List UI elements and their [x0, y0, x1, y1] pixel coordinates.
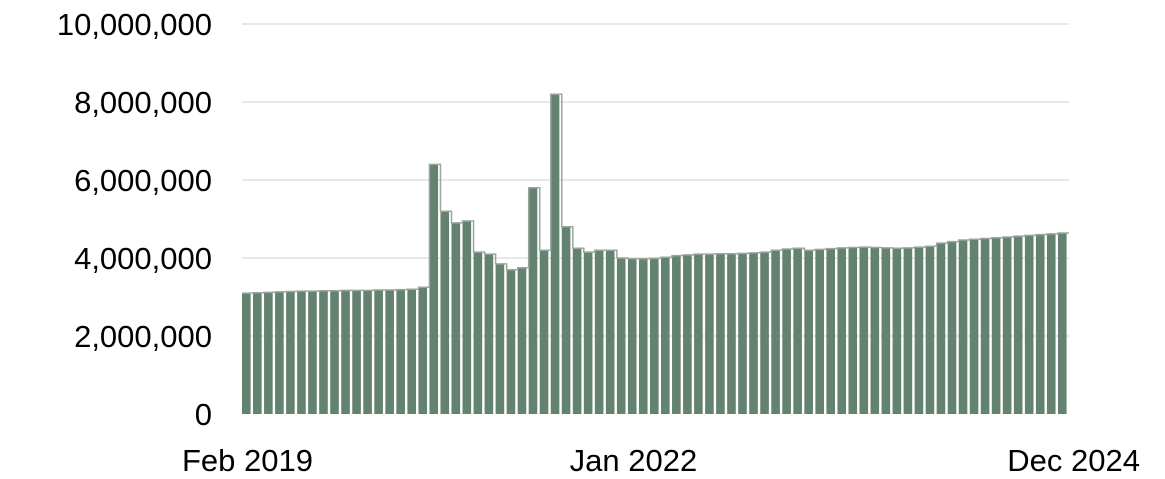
bar [517, 267, 527, 414]
y-axis-tick-labels: 0 2,000,000 4,000,000 6,000,000 8,000,000 10,… [57, 7, 212, 432]
bar [738, 253, 747, 414]
bar [859, 247, 869, 414]
bar [638, 258, 648, 414]
bar [539, 250, 549, 414]
bar [1057, 233, 1067, 414]
bar [396, 289, 405, 414]
bar [815, 249, 824, 414]
bar [242, 293, 251, 414]
bar [672, 255, 681, 414]
bar [286, 291, 295, 414]
bar [275, 291, 284, 414]
bar [1002, 236, 1012, 414]
y-tick-label: 8,000,000 [74, 85, 212, 120]
bar [826, 248, 836, 414]
bar [1024, 235, 1034, 414]
bar [1013, 236, 1023, 414]
y-tick-label: 6,000,000 [74, 163, 212, 198]
x-tick-label: Dec 2024 [1007, 443, 1140, 478]
bar [914, 247, 924, 414]
bar [572, 248, 582, 414]
bar [264, 292, 273, 414]
bar [848, 247, 858, 414]
bar [341, 290, 350, 414]
x-tick-label: Feb 2019 [182, 443, 313, 478]
bar [947, 241, 957, 414]
bar [892, 248, 902, 414]
bar [297, 291, 306, 414]
x-axis-tick-labels: Feb 2019 Jan 2022 Dec 2024 [182, 443, 1140, 478]
bar [1046, 233, 1056, 414]
bar [528, 187, 538, 414]
bar [605, 250, 615, 414]
bar [1035, 234, 1045, 414]
x-tick-label: Jan 2022 [570, 443, 698, 478]
bar [506, 269, 516, 414]
bar [837, 247, 847, 414]
bar [253, 292, 262, 414]
bar [319, 290, 328, 414]
bar [958, 240, 968, 414]
bar [385, 289, 394, 414]
bar [330, 290, 339, 414]
bar [374, 289, 383, 414]
bar [473, 252, 483, 414]
bars [242, 94, 1067, 414]
y-tick-label: 10,000,000 [57, 7, 212, 42]
bar [550, 94, 560, 414]
bar [661, 257, 670, 414]
bar [451, 222, 461, 414]
bar [616, 258, 626, 414]
bar [793, 248, 802, 414]
bar [771, 250, 780, 414]
bar [683, 254, 692, 414]
bar [352, 290, 361, 414]
bar [727, 253, 736, 414]
bar [363, 290, 372, 414]
bar [495, 263, 505, 414]
y-tick-label: 4,000,000 [74, 241, 212, 276]
y-tick-label: 0 [195, 397, 212, 432]
bar [583, 252, 593, 414]
bar [716, 253, 725, 414]
bar [627, 258, 637, 414]
bar [308, 291, 317, 414]
bar [903, 247, 913, 414]
bar [782, 249, 791, 414]
bar [980, 238, 990, 414]
bar [694, 254, 703, 414]
bar [991, 237, 1001, 414]
bar [870, 247, 880, 414]
bar [760, 252, 769, 414]
bar [407, 289, 416, 414]
bar [462, 220, 472, 414]
y-tick-label: 2,000,000 [74, 319, 212, 354]
bar [649, 258, 659, 414]
bar [561, 226, 571, 414]
bar [936, 243, 946, 414]
bar-top-outline [242, 93, 1069, 294]
bar [969, 239, 979, 414]
bar [925, 246, 935, 414]
bar [705, 254, 714, 414]
bar [440, 211, 450, 414]
bar [594, 250, 604, 414]
bar [418, 287, 428, 414]
bar [804, 250, 813, 414]
bar [749, 252, 758, 414]
bar [429, 164, 439, 414]
bar [484, 254, 494, 414]
bar [881, 247, 891, 414]
